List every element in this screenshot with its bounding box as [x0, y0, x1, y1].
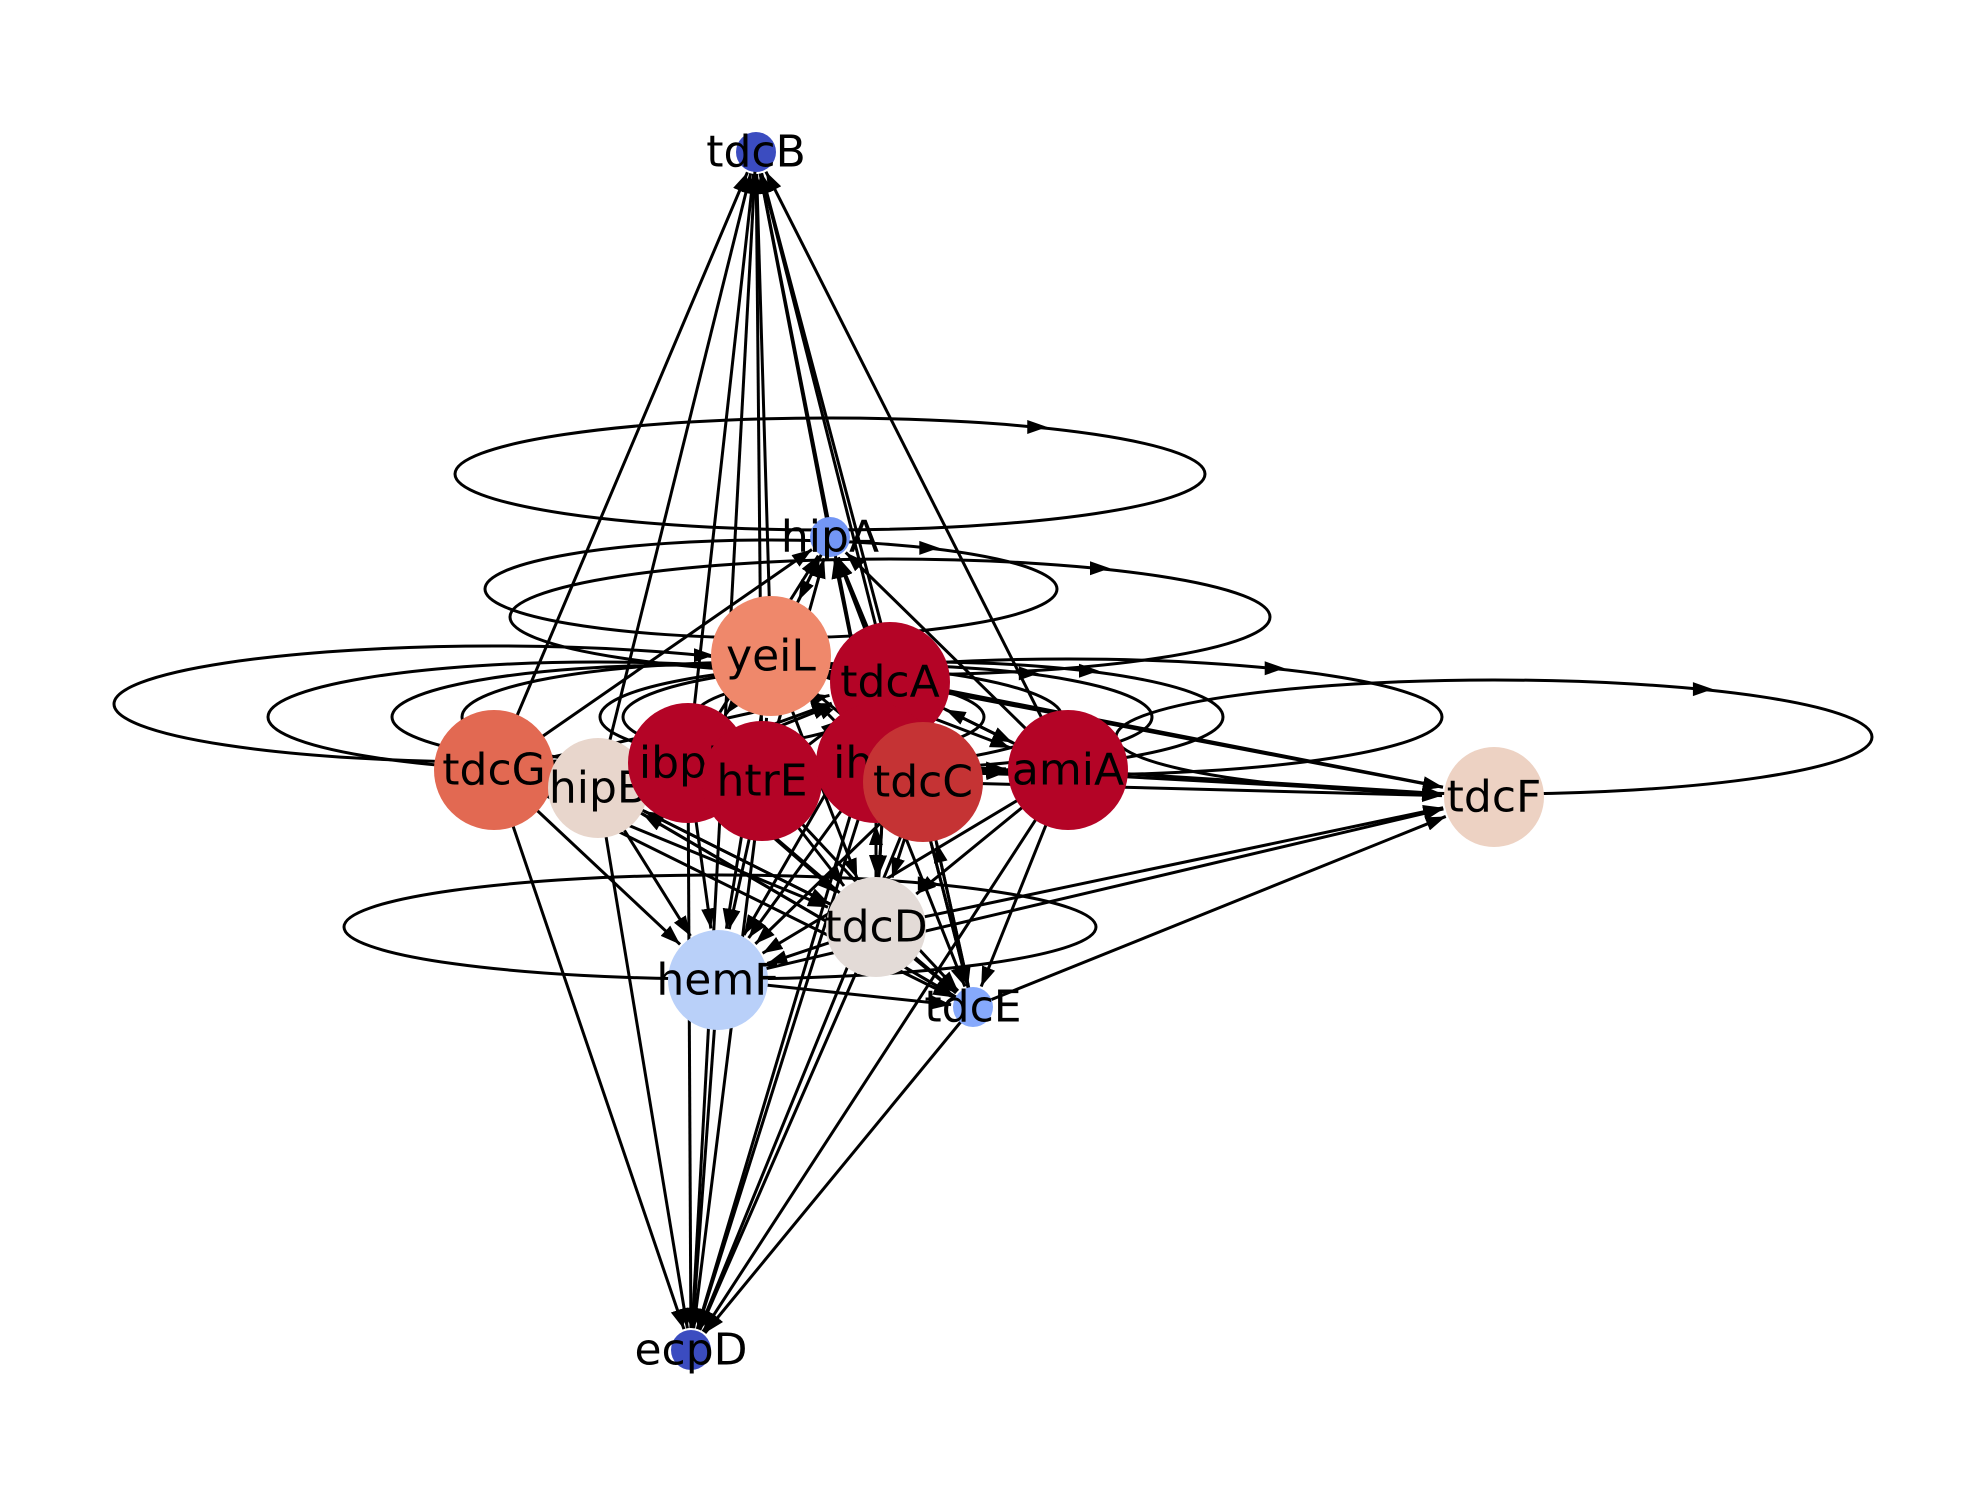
node-label-htrE: htrE: [716, 756, 807, 807]
node-circle-tdcE: [953, 987, 993, 1027]
node-circle-tdcD: [826, 877, 926, 977]
edge-amiA-to-tdcD: [915, 791, 1042, 896]
edge-amiA-to-hipA: [844, 551, 1044, 746]
node-label-amiA: amiA: [1012, 745, 1124, 796]
node-yeiL: yeiL: [711, 596, 831, 716]
node-hemF: hemF: [656, 930, 780, 1030]
node-label-yeiL: yeiL: [726, 631, 816, 682]
node-label-tdcF: tdcF: [1447, 772, 1542, 823]
node-label-tdcG: tdcG: [442, 745, 545, 796]
edge-tdcE-to-ecpD: [703, 1015, 967, 1334]
self-loop-arrow-hipA: [1027, 419, 1048, 434]
node-circle-hemF: [668, 930, 768, 1030]
edge-hipA-to-tdcB: [757, 173, 830, 526]
edge-hipB-to-hemF: [612, 812, 692, 937]
node-circle-tdcG: [434, 710, 554, 830]
self-loop-arrow-tdcA: [1090, 561, 1110, 576]
edge-ibpB-to-ecpD: [683, 798, 698, 1329]
edge-tdcD-to-tdcF: [905, 804, 1444, 923]
edge-tdcG-to-hemF: [519, 793, 682, 946]
node-tdcG: tdcG: [434, 710, 554, 830]
edge-htrE-to-ecpD: [689, 816, 760, 1329]
node-label-tdcD: tdcD: [824, 902, 927, 953]
edge-hipB-to-ecpD: [601, 817, 692, 1329]
node-htrE: htrE: [702, 721, 822, 841]
node-circle-hipB: [548, 738, 648, 838]
node-tdcB: tdcB: [706, 127, 806, 178]
node-label-hemF: hemF: [656, 955, 779, 1006]
edge-yeiL-to-tdcB: [750, 173, 772, 621]
node-circle-tdcB: [736, 132, 776, 172]
edge-ibpB-to-tdcB: [690, 173, 759, 728]
edge-tdcD-to-ecpD: [698, 953, 866, 1331]
self-loop-arrow-yeiL: [919, 540, 940, 555]
node-label-tdcC: tdcC: [873, 757, 973, 808]
node-amiA: amiA: [1008, 710, 1128, 830]
edge-tdcA-to-ecpD: [695, 716, 882, 1330]
node-circle-hipA: [810, 517, 850, 557]
node-circle-htrE: [702, 721, 822, 841]
edge-hemF-to-tdcE: [747, 981, 952, 1010]
edge-tdcD-to-hipB: [643, 809, 850, 915]
edge-tdcE-to-tdcF: [983, 815, 1447, 1004]
node-label-tdcA: tdcA: [840, 657, 939, 708]
node-tdcC: tdcC: [863, 722, 983, 842]
node-circle-amiA: [1008, 710, 1128, 830]
node-label-ecpD: ecpD: [634, 1325, 747, 1376]
edge-tdcG-to-ecpD: [504, 803, 686, 1330]
edge-amiA-to-ecpD: [701, 799, 1050, 1333]
node-circle-yeiL: [711, 596, 831, 716]
self-loop-arrow-tdcC: [1079, 663, 1099, 678]
node-circle-ecpD: [671, 1330, 711, 1370]
node-label-tdcE: tdcE: [924, 982, 1021, 1033]
node-ecpD: ecpD: [634, 1325, 747, 1376]
edge-amiA-to-tdcE: [979, 802, 1056, 988]
edge-tdcE-to-tdcC: [933, 842, 972, 996]
node-tdcF: tdcF: [1444, 747, 1544, 847]
node-hipA: hipA: [781, 512, 879, 563]
node-tdcD: tdcD: [824, 877, 928, 977]
self-loop-arrow-ihfB: [1018, 666, 1039, 681]
edge-ihfB-to-hemF: [747, 791, 857, 939]
edge-amiA-to-tdcB: [764, 170, 1054, 739]
self-loop-arrow-tdcF: [1692, 682, 1713, 697]
edge-hemF-to-ecpD: [687, 1009, 718, 1329]
edge-hipA-to-yeiL: [797, 547, 827, 602]
edge-tdcE-to-hipB: [642, 812, 964, 1003]
node-tdcE: tdcE: [924, 982, 1021, 1033]
self-loop-arrow-tdcG: [694, 648, 714, 663]
nodes-layer: tdcBhipAyeiLtdcAtdcGhipBibpBhtrEihfBtdcC…: [434, 127, 1544, 1376]
node-circle-tdcC: [863, 722, 983, 842]
edge-hipB-to-tdcB: [603, 172, 753, 760]
edge-tdcG-to-tdcB: [506, 171, 749, 738]
node-label-tdcB: tdcB: [706, 127, 806, 178]
node-label-hipA: hipA: [781, 512, 879, 563]
node-circle-tdcF: [1444, 747, 1544, 847]
edge-tdcG-to-hipA: [522, 548, 813, 751]
self-loop-arrow-amiA: [1264, 661, 1285, 676]
